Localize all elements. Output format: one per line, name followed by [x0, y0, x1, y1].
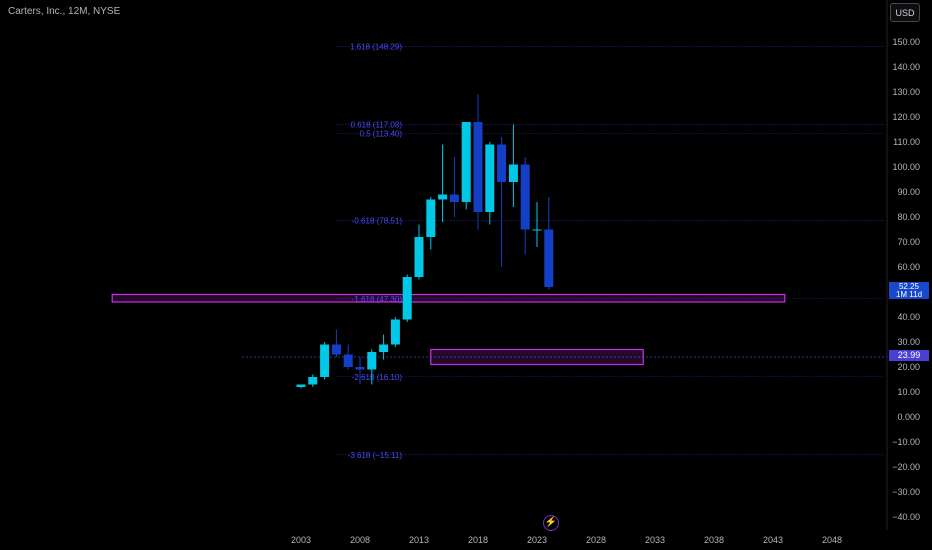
price-tick-label: −20.00 [892, 462, 920, 472]
price-tick-label: −10.00 [892, 437, 920, 447]
candle-body [449, 194, 459, 202]
candle-body [355, 367, 365, 370]
currency-button[interactable]: USD [890, 3, 920, 22]
current-price: 52.25 [898, 281, 920, 291]
price-tick-label: 120.00 [892, 112, 920, 122]
fib-level-label: -2.618 (16.10) [352, 373, 403, 382]
alert-price-badge: 23.99 [889, 350, 929, 361]
price-tick-label: 150.00 [892, 37, 920, 47]
candle-body [520, 164, 530, 230]
time-tick-label: 2018 [468, 535, 488, 545]
fib-level-label: -1.618 (47.30) [352, 295, 403, 304]
current-price-badge: 52.25 1M 11d [889, 282, 929, 299]
candle-body [473, 122, 483, 212]
price-tick-label: 0.000 [897, 412, 920, 422]
candle-body [402, 277, 412, 320]
time-tick-label: 2013 [409, 535, 429, 545]
price-tick-label: 100.00 [892, 162, 920, 172]
current-time-label: 1M 11d [895, 289, 923, 299]
price-tick-label: −30.00 [892, 487, 920, 497]
price-zone-rect [430, 348, 644, 366]
candle-body [461, 122, 471, 202]
candle-body [497, 144, 507, 182]
candle-body [343, 354, 353, 367]
price-tick-label: 130.00 [892, 87, 920, 97]
time-tick-label: 2043 [763, 535, 783, 545]
fib-level-label: -0.618 (78.51) [352, 217, 403, 226]
price-tick-label: −40.00 [892, 512, 920, 522]
candle-body [296, 384, 306, 387]
lightning-icon[interactable]: ⚡ [543, 515, 559, 531]
price-tick-label: 110.00 [893, 137, 920, 147]
time-tick-label: 2008 [350, 535, 370, 545]
fib-level-label: 1.618 (148.29) [350, 42, 402, 51]
price-tick-label: 10.00 [897, 387, 920, 397]
price-tick-label: 90.00 [897, 187, 920, 197]
price-tick-label: 40.00 [897, 312, 920, 322]
time-tick-label: 2028 [586, 535, 606, 545]
price-tick-label: 20.00 [897, 362, 920, 372]
fib-level-label: 0.618 (117.08) [351, 120, 403, 129]
price-tick-label: 70.00 [897, 237, 920, 247]
price-tick-label: 80.00 [897, 212, 920, 222]
price-tick-label: 30.00 [897, 337, 920, 347]
time-tick-label: 2048 [822, 535, 842, 545]
price-tick-label: 140.00 [892, 62, 920, 72]
time-tick-label: 2038 [704, 535, 724, 545]
candle-body [544, 229, 554, 287]
candle-body [390, 319, 400, 345]
candle-body [320, 344, 330, 377]
price-zone-rect [111, 293, 786, 303]
fib-level-label: 0.5 (113.40) [359, 130, 402, 139]
time-tick-label: 2003 [291, 535, 311, 545]
candle-body [308, 377, 318, 385]
time-tick-label: 2033 [645, 535, 665, 545]
candle-body [508, 164, 518, 182]
candle-body [414, 237, 424, 277]
candle-body [367, 352, 377, 370]
price-tick-label: 60.00 [897, 262, 920, 272]
fib-level-label: -3.618 (−15.11) [348, 451, 403, 460]
time-tick-label: 2023 [527, 535, 547, 545]
candle-body [438, 194, 448, 200]
candle-body [331, 344, 341, 355]
candle-body [532, 229, 542, 231]
chart-title: Carters, Inc., 12M, NYSE [8, 6, 121, 17]
candle-body [426, 199, 436, 237]
candle-body [379, 344, 389, 352]
candle-body [485, 144, 495, 212]
